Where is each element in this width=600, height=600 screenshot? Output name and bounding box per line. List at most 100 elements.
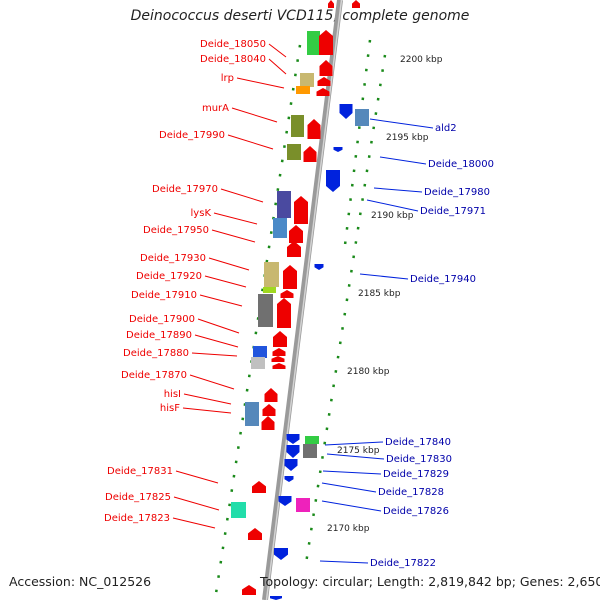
forward-leader [173,496,220,511]
gene-arrow [278,496,292,506]
gene-arrow [316,88,330,96]
gene-arrow [277,298,291,328]
forward-gene-label: Deide_17831 [107,466,173,477]
forward-leader [204,275,247,288]
forward-leader [220,188,264,203]
gene-arrow [248,528,262,540]
scale-label-2185: 2185 kbp [358,289,401,299]
forward-gene-label: Deide_18040 [200,54,266,65]
protein-block [258,294,273,327]
protein-block [307,31,320,55]
gene-arrow [271,356,285,362]
gene-arrow [261,416,275,430]
forward-leader [208,257,250,271]
protein-block [305,436,319,444]
forward-gene-label: hisI [164,389,181,400]
map-title: Deinococcus deserti VCD115, complete gen… [130,8,470,24]
reverse-leader [366,199,419,212]
gene-arrow [307,119,321,139]
forward-gene-label: murA [202,103,229,114]
forward-leader [227,134,274,150]
protein-block [287,144,301,160]
protein-blocks [231,31,369,518]
scale-labels: 2200 kbp 2195 kbp 2190 kbp 2185 kbp 2180… [327,55,443,534]
gene-arrow [272,363,286,369]
reverse-leader [373,187,423,193]
forward-gene-label: Deide_17870 [121,370,187,381]
forward-leader [236,77,285,89]
reverse-leader [359,273,409,280]
protein-block [253,346,267,358]
protein-block [245,402,259,426]
gene-arrow [333,147,343,152]
gene-arrow [319,60,333,76]
forward-gene-label: Deide_17950 [143,225,209,236]
topology-info: Topology: circular; Length: 2,819,842 bp… [260,574,600,589]
reverse-gene-label: Deide_17822 [370,558,436,569]
gene-arrow [319,30,333,55]
forward-gene-label: lrp [221,73,234,84]
protein-block [273,218,287,238]
protein-block [300,73,314,87]
scale-label-2170: 2170 kbp [327,524,370,534]
gene-arrow [270,596,282,600]
reverse-gene-label: Deide_17826 [383,506,449,517]
protein-block [251,357,265,369]
reverse-leader [319,560,369,564]
forward-leader [197,318,240,334]
gene-arrow [352,0,360,8]
reverse-gene-label: Deide_17940 [410,274,476,285]
protein-block [355,109,369,126]
gene-arrow [287,241,301,257]
forward-leader [194,334,239,348]
forward-gene-label: Deide_18050 [200,39,266,50]
forward-leader [211,229,256,243]
gene-arrow [289,225,303,243]
forward-gene-label: Deide_17920 [136,271,202,282]
protein-block [231,502,246,518]
protein-block [277,191,291,218]
protein-block [296,498,310,512]
gene-arrow [326,170,340,192]
forward-leader [189,374,235,390]
reverse-gene-label: ald2 [435,123,457,134]
gene-arrow [242,585,256,595]
reverse-leader [321,482,377,493]
scale-label-2195: 2195 kbp [386,133,429,143]
gene-arrow [272,348,286,356]
gene-arrow [274,548,288,560]
forward-leader [191,352,238,357]
gene-arrow [283,265,297,289]
gene-arrow [339,104,353,119]
gene-arrow [262,404,276,416]
reverse-gene-label: Deide_17840 [385,437,451,448]
forward-gene-label: Deide_17823 [104,513,170,524]
gene-arrow [317,77,331,86]
genome-backbone [262,0,343,600]
forward-gene-label: Deide_17910 [131,290,197,301]
reverse-leader [369,118,434,129]
forward-leader [268,43,287,58]
protein-block [264,262,279,287]
forward-leader [213,212,258,225]
forward-gene-label: Deide_17930 [140,253,206,264]
gene-arrow [294,196,308,224]
forward-gene-label: hisF [160,403,180,414]
forward-leader [199,294,243,307]
gene-arrow [280,290,294,298]
reverse-leader [379,156,427,165]
gene-arrow [284,459,298,471]
gene-arrow [264,388,278,402]
reverse-gene-label: Deide_17828 [378,487,444,498]
forward-leader [172,517,216,529]
gene-arrow [303,146,317,162]
reverse-leader [324,441,384,446]
forward-leader [175,470,219,484]
forward-gene-label: Deide_17890 [126,330,192,341]
gene-arrow [328,0,334,8]
protein-block [263,287,276,293]
reverse-gene-label: Deide_17971 [420,206,486,217]
gene-arrow [314,264,324,270]
reverse-gene-label: Deide_17829 [383,469,449,480]
